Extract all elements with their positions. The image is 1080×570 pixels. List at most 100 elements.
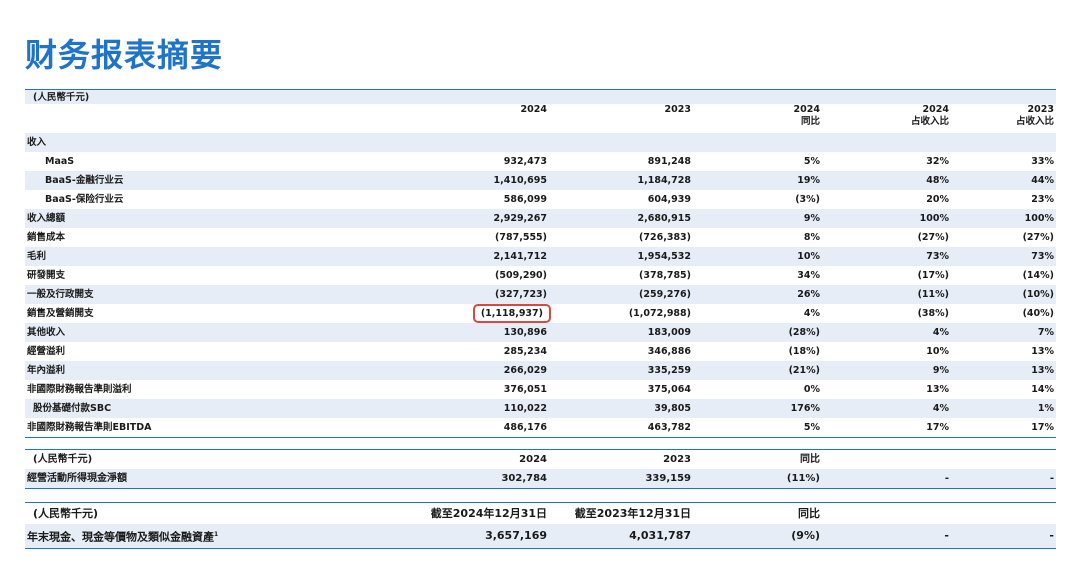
cash-yoy: (11%) xyxy=(693,469,822,489)
subheader-value-2024 xyxy=(382,116,549,133)
cell-ratio-2023: 17% xyxy=(951,418,1056,438)
cell-text: 110,022 xyxy=(503,402,547,414)
cell-text: (14%) xyxy=(1022,269,1054,281)
cell-yoy: 4% xyxy=(693,304,822,323)
header-label xyxy=(25,104,382,116)
cash-row-label: 經營活動所得現金淨額 xyxy=(25,469,382,489)
cell-ratio-2023: (14%) xyxy=(951,266,1056,285)
highlighted-value: (1,118,937) xyxy=(472,304,551,323)
cell-text: 1,954,532 xyxy=(637,250,692,262)
cell-ratio-2023: (10%) xyxy=(951,285,1056,304)
cell-text: 13% xyxy=(1031,345,1054,357)
cell-value-2024: (327,723) xyxy=(382,285,549,304)
cell-text: 10% xyxy=(797,250,820,262)
cell-value-2024: 130,896 xyxy=(382,323,549,342)
cell-text: (27%) xyxy=(917,231,949,243)
cell-text: 73% xyxy=(926,250,949,262)
cell-text: 20% xyxy=(926,193,949,205)
cell-value-2023: 39,805 xyxy=(549,399,693,418)
cell-text: 研發開支 xyxy=(27,269,66,281)
header-ratio-2024: 2024 xyxy=(922,104,949,115)
cell-text: 經營溢利 xyxy=(27,345,66,357)
cell-ratio-2024: 4% xyxy=(822,323,951,342)
cell-text: (259,276) xyxy=(639,288,691,300)
cell-text: 375,064 xyxy=(647,383,691,395)
cell-text: 1,184,728 xyxy=(637,174,692,186)
cell-text: 19% xyxy=(797,174,820,186)
footnote-marker: 1 xyxy=(214,531,219,538)
cell-text: 2,141,712 xyxy=(493,250,548,262)
table-row: 研發開支 (509,290) (378,785) 34% (17%) (14%) xyxy=(25,266,1056,285)
header-value-2024: 2024 xyxy=(520,104,547,115)
cell-text: 非國際財務報告準則EBITDA xyxy=(27,421,152,433)
cell-ratio-2024: 10% xyxy=(822,342,951,361)
cell-value-2023: 1,184,728 xyxy=(549,171,693,190)
cell-text: 346,886 xyxy=(647,345,691,357)
cell-text: 10% xyxy=(926,345,949,357)
cell-label: BaaS-保险行业云 xyxy=(25,190,382,209)
table-row: 毛利 2,141,712 1,954,532 10% 73% 73% xyxy=(25,247,1056,266)
cell-text: (40%) xyxy=(1022,307,1054,319)
cell-text: 335,259 xyxy=(647,364,691,376)
cell-ratio-2023: 13% xyxy=(951,361,1056,380)
cell-value-2024: 376,051 xyxy=(382,380,549,399)
cell-text: 銷售成本 xyxy=(27,231,66,243)
cell-ratio-2023: 73% xyxy=(951,247,1056,266)
header-ratio-2023: 2023 xyxy=(1027,104,1054,115)
cell-value-2023: 2,680,915 xyxy=(549,209,693,228)
table-row: 股份基礎付款SBC 110,022 39,805 176% 4% 1% xyxy=(25,399,1056,418)
year-end-header-2024: 截至2024年12月31日 xyxy=(430,507,547,520)
cell-label: 非國際財務報告準則溢利 xyxy=(25,380,382,399)
cell-label: 非國際財務報告準則EBITDA xyxy=(25,418,382,438)
cell-ratio-2023: 33% xyxy=(951,152,1056,171)
year-end-value-2024: 3,657,169 xyxy=(382,524,549,549)
cell-text: 73% xyxy=(1031,250,1054,262)
cell-text: 9% xyxy=(932,364,949,376)
cell-yoy: 8% xyxy=(693,228,822,247)
cell-label: 研發開支 xyxy=(25,266,382,285)
cell-text: 33% xyxy=(1031,155,1054,167)
year-end-row-label: 年末現金、現金等價物及類似金融資產1 xyxy=(25,524,382,549)
cell-ratio-2024: (27%) xyxy=(822,228,951,247)
cell-value-2024: (509,290) xyxy=(382,266,549,285)
cell-ratio-2024: 73% xyxy=(822,247,951,266)
cash-header-2023: 2023 xyxy=(663,453,691,465)
cell-value-2023: 375,064 xyxy=(549,380,693,399)
cell-text: (1,072,988) xyxy=(628,307,691,319)
cell-yoy: 0% xyxy=(693,380,822,399)
table-row: BaaS-金融行业云 1,410,695 1,184,728 19% 48% 44% xyxy=(25,171,1056,190)
cell-text: 604,939 xyxy=(647,193,691,205)
cell-value-2023: (378,785) xyxy=(549,266,693,285)
cell-ratio-2023: (40%) xyxy=(951,304,1056,323)
cell-text: 586,099 xyxy=(503,193,547,205)
cell-label: 銷售及營銷開支 xyxy=(25,304,382,323)
cell-text: 48% xyxy=(926,174,949,186)
unit-label: (人民幣千元) xyxy=(25,89,382,104)
cell-text: 932,473 xyxy=(503,155,547,167)
cell-ratio-2023: 100% xyxy=(951,209,1056,228)
subheader-ratio-2024: 占收入比 xyxy=(910,116,949,127)
cell-text: 23% xyxy=(1031,193,1054,205)
subheader-value-2023 xyxy=(549,116,693,133)
cell-label: 毛利 xyxy=(25,247,382,266)
cash-header-row: (人民幣千元) 2024 2023 同比 xyxy=(25,450,1056,470)
cell-label: 銷售成本 xyxy=(25,228,382,247)
cell-text: 9% xyxy=(803,212,820,224)
cell-text: 股份基礎付款SBC xyxy=(33,402,112,414)
cell-text: 32% xyxy=(926,155,949,167)
table-row: 年內溢利 266,029 335,259 (21%) 9% 13% xyxy=(25,361,1056,380)
table-row: 銷售及營銷開支 (1,118,937) (1,072,988) 4% (38%) (40%… xyxy=(25,304,1056,323)
cell-ratio-2023: 14% xyxy=(951,380,1056,399)
year-end-ratio-2023: - xyxy=(951,524,1056,549)
cell-text: 1,410,695 xyxy=(493,174,548,186)
cell-label: 經營溢利 xyxy=(25,342,382,361)
cell-value-2024: 110,022 xyxy=(382,399,549,418)
cell-text: (726,383) xyxy=(639,231,691,243)
cell-ratio-2023: (27%) xyxy=(951,228,1056,247)
cell-value-2023: 183,009 xyxy=(549,323,693,342)
cash-flow-table: (人民幣千元) 2024 2023 同比 經營活動所得現金淨額 302,784 … xyxy=(25,449,1056,489)
cash-unit-label: (人民幣千元) xyxy=(33,453,93,465)
year-end-header-2023: 截至2023年12月31日 xyxy=(574,507,691,520)
cell-ratio-2024: (38%) xyxy=(822,304,951,323)
page-title: 财务报表摘要 xyxy=(25,36,224,74)
